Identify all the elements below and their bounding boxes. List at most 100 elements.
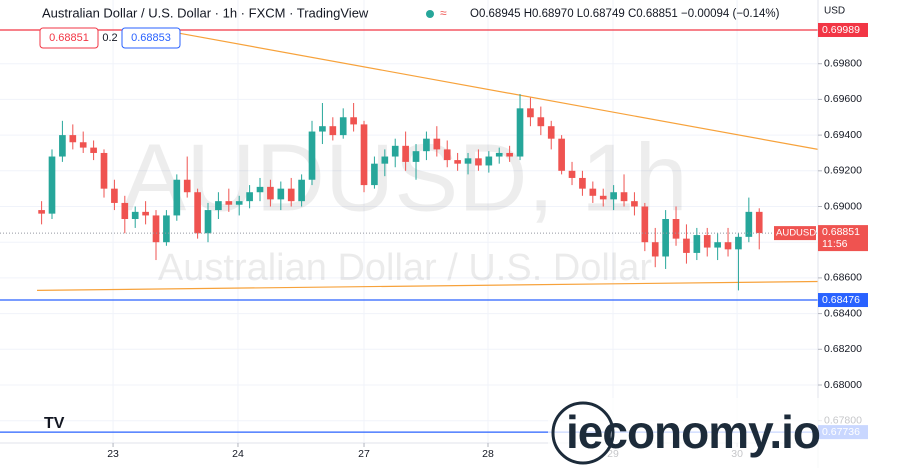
candle-body — [48, 156, 56, 214]
candle-body — [183, 179, 191, 193]
candle-body — [516, 108, 524, 157]
candle-body — [475, 158, 482, 166]
candle-body — [79, 142, 87, 148]
candle-body — [443, 149, 451, 161]
candle-body — [485, 156, 493, 166]
candle-body — [350, 117, 357, 125]
candle-body — [558, 138, 565, 171]
candle-body — [152, 215, 160, 243]
candle-body — [620, 192, 628, 202]
candle-body — [38, 210, 45, 214]
logo-backdrop — [548, 398, 900, 468]
watermark-symbol: AUDUSD, 1h — [122, 124, 688, 231]
y-tick-label: 0.69000 — [824, 200, 862, 212]
candle-body — [506, 152, 513, 157]
candle-body — [204, 210, 212, 234]
trend-line — [37, 280, 819, 291]
status-icon: ≈ — [440, 6, 447, 20]
grid — [0, 0, 818, 443]
candle-body — [225, 201, 233, 205]
candle-body — [412, 151, 420, 162]
watermark: AUDUSD, 1h Australian Dollar / U.S. Doll… — [122, 124, 688, 289]
candle-body — [641, 206, 649, 243]
x-tick-label: 23 — [107, 448, 119, 460]
y-tick-label: 0.68400 — [824, 307, 862, 319]
candle-body — [111, 188, 118, 203]
level-label: 0.68476 — [822, 294, 860, 306]
ieconomy-logo: ieconomy.io — [548, 398, 900, 468]
spread: 0.2 — [102, 32, 117, 44]
x-tick-label: 27 — [358, 448, 370, 460]
y-tick-label: 0.69200 — [824, 165, 862, 177]
candle-body — [599, 195, 607, 200]
candle-body — [235, 201, 243, 205]
candle-body — [693, 235, 701, 253]
currency-label: USD — [824, 6, 845, 17]
plot-area: AUDUSD — [0, 29, 819, 433]
level-tag — [818, 22, 868, 37]
logo-ring — [551, 401, 615, 465]
candle-body — [267, 186, 274, 200]
x-tick-label: 28 — [482, 448, 494, 460]
candle-body — [527, 108, 534, 118]
candle-body — [298, 179, 305, 202]
candle-body — [464, 158, 472, 164]
y-tick-label: 0.69400 — [824, 129, 862, 141]
candle-body — [662, 219, 669, 257]
candle-body — [454, 160, 461, 164]
candle-body — [381, 156, 389, 164]
candle-body — [215, 201, 222, 211]
candle-body — [672, 219, 680, 239]
candle-body — [579, 177, 586, 189]
candle-body — [360, 124, 368, 186]
candle-body — [547, 126, 555, 139]
candle-body — [433, 138, 441, 150]
candle-body — [568, 170, 576, 178]
candle-body — [163, 215, 170, 243]
candle-body — [246, 192, 253, 202]
candle-body — [339, 117, 347, 136]
candle-body — [714, 242, 721, 248]
candle-body — [173, 179, 181, 216]
candle-body — [735, 236, 742, 250]
candle-body — [745, 211, 753, 237]
candle-body — [631, 201, 638, 207]
chart-title: Australian Dollar / U.S. Dollar · 1h · F… — [42, 5, 369, 20]
y-tick-label: 0.69800 — [824, 58, 862, 70]
buy-button[interactable] — [121, 27, 181, 49]
candle-body — [755, 211, 763, 234]
candle-body — [131, 211, 139, 220]
level-label: 0.69989 — [822, 24, 860, 36]
y-tick-label: 0.68200 — [824, 343, 862, 355]
tv-logo: TV — [44, 415, 65, 432]
candle-body — [423, 138, 430, 152]
candle-body — [121, 202, 129, 220]
y-tick-label: 0.68600 — [824, 272, 862, 284]
sell-button[interactable] — [39, 27, 99, 49]
candle-body — [69, 135, 77, 143]
trend-line — [169, 31, 819, 150]
candle-body — [495, 152, 503, 157]
candle-body — [651, 242, 659, 257]
candle-body — [402, 145, 409, 162]
status-dot — [426, 10, 434, 18]
symbol-tag-label: AUDUSD — [776, 228, 816, 239]
y-tick-label: 0.69600 — [824, 93, 862, 105]
candle-body — [683, 238, 690, 253]
last-price-label: 0.68851 — [822, 226, 860, 238]
level-tag — [818, 293, 868, 308]
last-price-tag — [818, 225, 868, 252]
candle-body — [703, 235, 711, 248]
candle-body — [59, 135, 66, 157]
candle-body — [537, 117, 545, 127]
tv-logo-mark: TV — [44, 415, 65, 432]
y-tick-label: 0.68000 — [824, 379, 862, 391]
candle-body — [589, 188, 597, 196]
candle-body — [724, 242, 732, 250]
candle-body — [610, 192, 617, 200]
candle-body — [319, 126, 326, 132]
countdown-label: 11:56 — [822, 238, 848, 250]
